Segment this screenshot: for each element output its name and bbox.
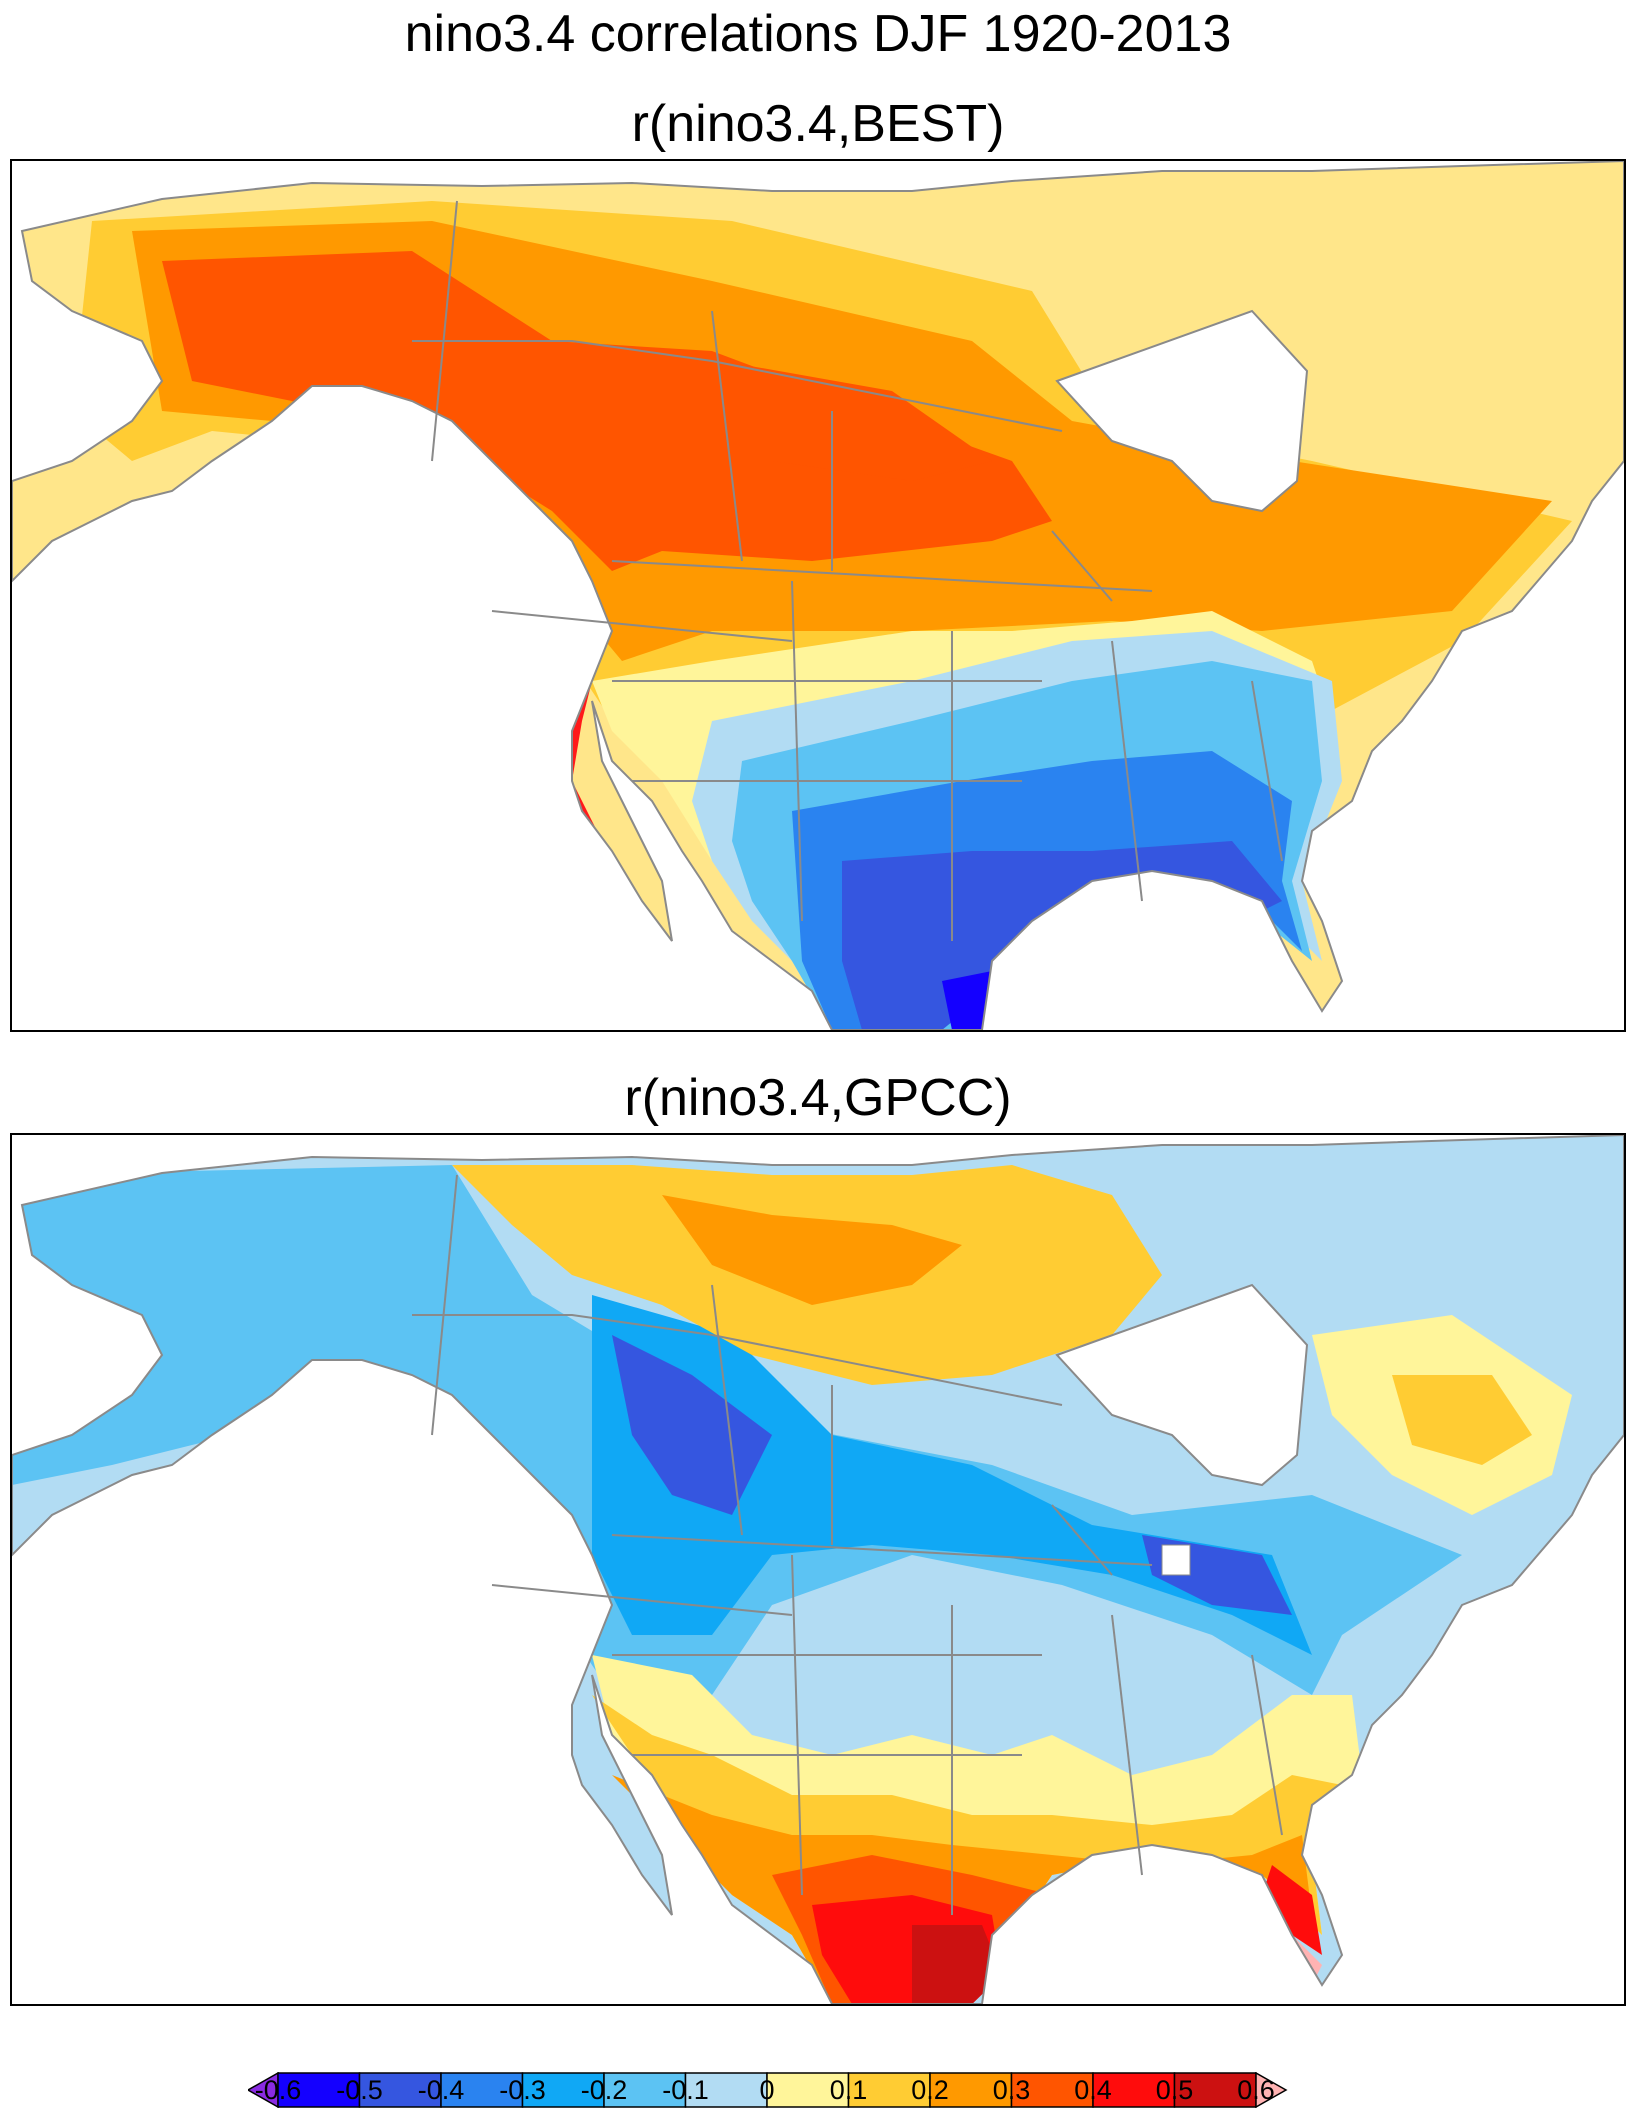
colorbar-tick-label: 0.5 (1155, 2075, 1194, 2105)
best-field (12, 161, 1624, 1030)
gpcc-field (12, 1135, 1624, 2004)
colorbar-tick-label: -0.4 (417, 2075, 465, 2105)
coastline (12, 1135, 1624, 2004)
colorbar-tick-label: -0.2 (580, 2075, 628, 2105)
colorbar-box (1010, 2072, 1094, 2108)
map-gpcc-svg (12, 1135, 1624, 2004)
missing-data-cell (1161, 1544, 1191, 1576)
colorbar-tick-label: 0.1 (829, 2075, 868, 2105)
colorbar-box (929, 2072, 1013, 2108)
colorbar-box (684, 2072, 768, 2108)
colorbar-boxes (248, 2072, 1288, 2108)
colorbar (248, 2072, 1288, 2108)
colorbar-tick-label: -0.6 (254, 2075, 302, 2105)
colorbar-tick-label: 0.4 (1074, 2075, 1112, 2105)
colorbar-max-triangle (1255, 2072, 1288, 2108)
colorbar-tick-label: 0.3 (992, 2075, 1031, 2105)
panel-title-gpcc: r(nino3.4,GPCC) (624, 1069, 1012, 1127)
colorbar-tick-label: -0.1 (662, 2075, 709, 2105)
panel-title-best: r(nino3.4,BEST) (631, 95, 1005, 153)
colorbar-tick-label: 0.2 (911, 2075, 949, 2105)
colorbar-tick-label: 0.6 (1237, 2075, 1275, 2105)
hudson-bay (1055, 1283, 1309, 1487)
hudson-bay (1055, 309, 1309, 513)
colorbar-tick-label: 0 (759, 2075, 775, 2105)
map-panel-best (10, 159, 1626, 1032)
colorbar-box (358, 2072, 442, 2108)
political-boundaries (412, 1174, 1283, 1915)
colorbar-tick-label: -0.5 (336, 2075, 383, 2105)
main-title: nino3.4 correlations DJF 1920-2013 (404, 5, 1232, 63)
coastline (12, 161, 1624, 1030)
map-best-svg (12, 161, 1624, 1030)
map-panel-gpcc (10, 1133, 1626, 2006)
political-boundaries (412, 200, 1283, 941)
colorbar-box (603, 2072, 687, 2108)
colorbar-tick-label: -0.3 (499, 2075, 546, 2105)
colorbar-box (521, 2072, 605, 2108)
